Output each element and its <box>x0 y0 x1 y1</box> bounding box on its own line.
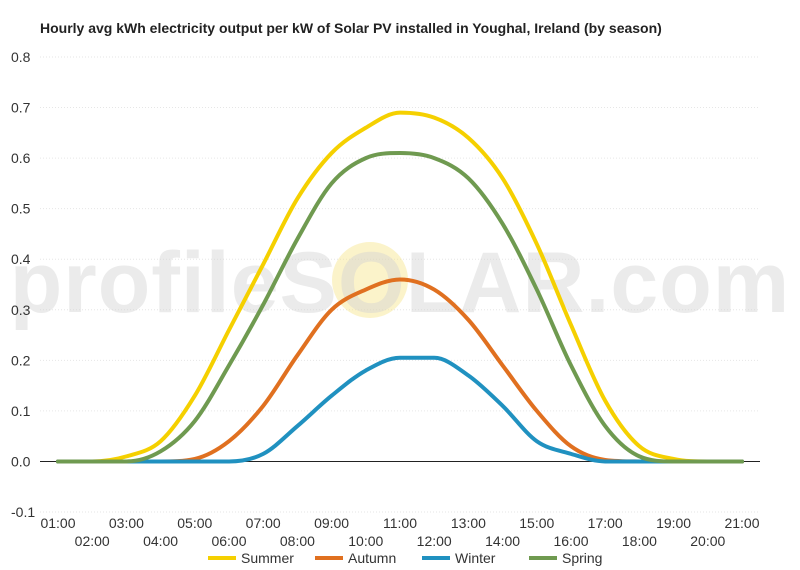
y-tick-label: 0.1 <box>11 403 31 419</box>
x-tick-label: 09:00 <box>314 515 349 531</box>
series-lines <box>56 110 744 464</box>
x-tick-label: 13:00 <box>451 515 486 531</box>
x-tick-label: 19:00 <box>656 515 691 531</box>
legend-label-winter: Winter <box>455 550 496 566</box>
y-tick-label: 0.7 <box>11 100 31 116</box>
legend-label-spring: Spring <box>562 550 602 566</box>
y-tick-label: 0.4 <box>11 251 31 267</box>
y-tick-label: 0.0 <box>11 453 31 469</box>
series-line-spring <box>56 151 744 464</box>
series-line-summer <box>56 110 744 464</box>
y-tick-label: 0.2 <box>11 352 31 368</box>
x-tick-label: 10:00 <box>348 533 383 549</box>
y-tick-label: 0.8 <box>11 49 31 65</box>
x-tick-label: 08:00 <box>280 533 315 549</box>
x-tick-label: 07:00 <box>246 515 281 531</box>
x-tick-label: 20:00 <box>690 533 725 549</box>
y-tick-label: 0.3 <box>11 302 31 318</box>
y-axis: -0.1 0.0 0.1 0.2 0.3 0.4 0.5 0.6 0.7 0.8 <box>11 49 35 520</box>
x-tick-label: 21:00 <box>724 515 759 531</box>
x-tick-label: 03:00 <box>109 515 144 531</box>
x-tick-label: 15:00 <box>519 515 554 531</box>
x-tick-label: 11:00 <box>383 515 417 531</box>
legend-label-summer: Summer <box>241 550 294 566</box>
x-tick-label: 01:00 <box>40 515 75 531</box>
watermark-sun-icon <box>332 242 408 318</box>
y-tick-label: 0.6 <box>11 150 31 166</box>
x-tick-label: 16:00 <box>553 533 588 549</box>
y-tick-label: -0.1 <box>11 504 35 520</box>
x-tick-label: 18:00 <box>622 533 657 549</box>
watermark-text: profileSOLAR.com <box>10 235 791 331</box>
x-tick-label: 05:00 <box>177 515 212 531</box>
chart-title: Hourly avg kWh electricity output per kW… <box>40 20 662 36</box>
x-tick-label: 02:00 <box>75 533 110 549</box>
x-tick-label: 06:00 <box>211 533 246 549</box>
x-tick-label: 04:00 <box>143 533 178 549</box>
watermark: profileSOLAR.com <box>10 235 791 331</box>
series-line-winter <box>56 355 744 464</box>
x-tick-label: 12:00 <box>417 533 452 549</box>
x-tick-label: 17:00 <box>588 515 623 531</box>
y-tick-label: 0.5 <box>11 201 31 217</box>
legend-label-autumn: Autumn <box>348 550 396 566</box>
x-tick-label: 14:00 <box>485 533 520 549</box>
legend: Summer Autumn Winter Spring <box>208 550 602 566</box>
